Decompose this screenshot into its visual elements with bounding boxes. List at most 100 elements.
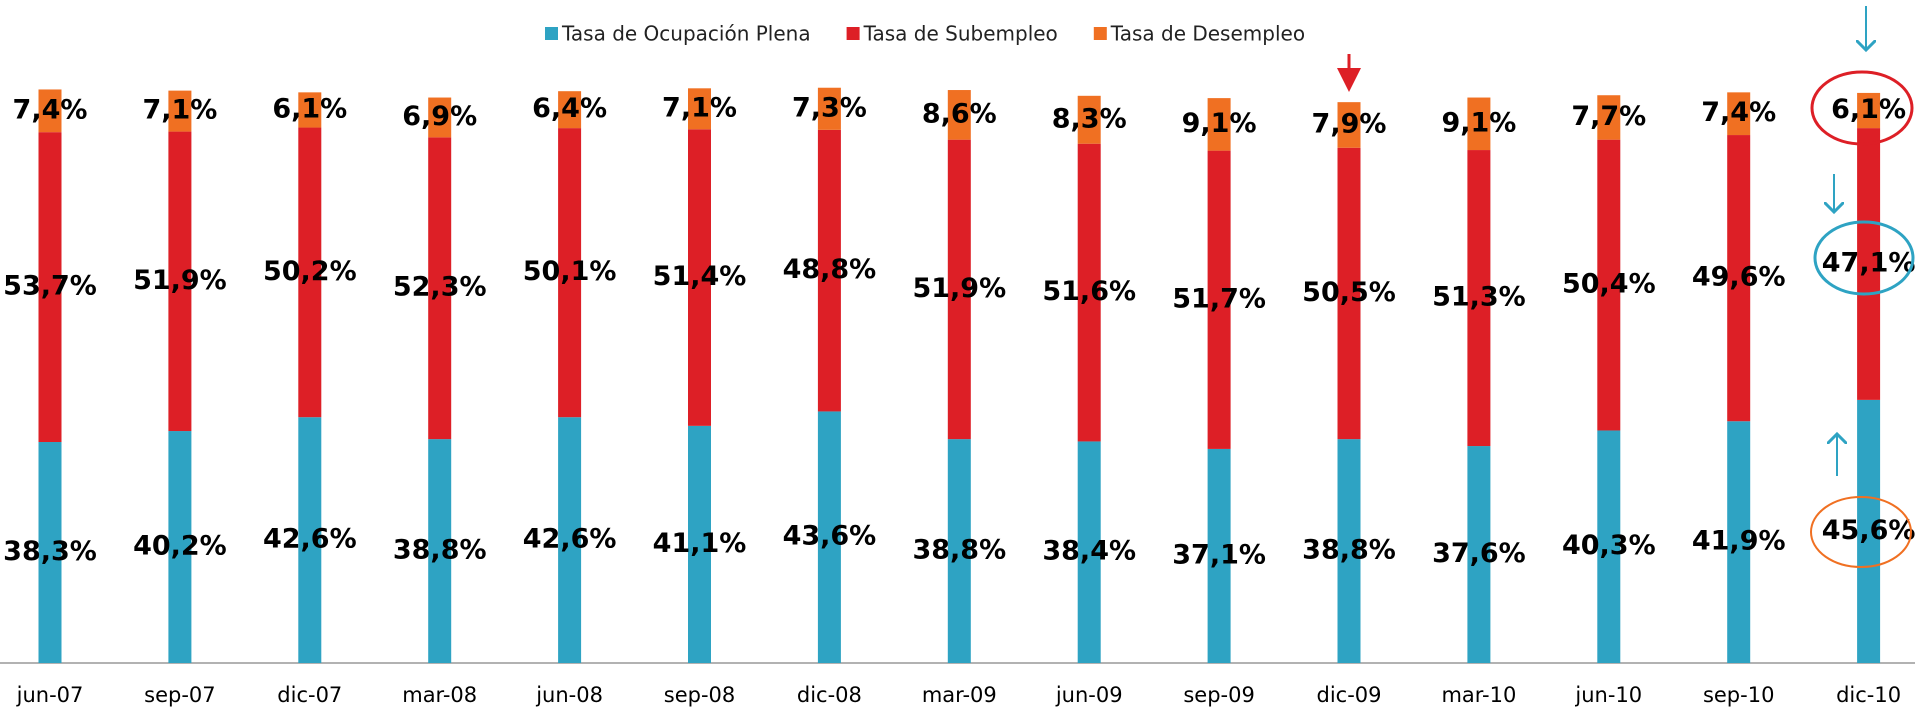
bar-segment [947,139,971,440]
bar-segment [168,90,192,132]
value-label: 9,1% [1182,108,1257,139]
legend-label: Tasa de Desempleo [1110,22,1305,46]
value-label: 38,8% [393,535,487,566]
legend-swatch [846,27,860,40]
value-label: 41,1% [653,528,747,559]
bar-segment [1857,128,1881,400]
value-label: 51,7% [1172,283,1266,314]
value-label: 50,1% [523,256,617,287]
bar-segment [1337,147,1361,440]
value-label: 52,3% [393,272,487,303]
value-label: 43,6% [783,521,877,552]
value-label: 42,6% [263,524,357,555]
bar-segment [1467,150,1491,447]
legend-label: Tasa de Ocupación Plena [561,22,811,46]
value-label: 38,4% [1042,536,1136,567]
bar-segment [428,137,452,440]
annotations [1337,6,1915,568]
bar-segment [688,425,711,663]
value-label: 50,2% [263,256,357,287]
bar-segment [1077,441,1101,663]
bar-segment [947,90,971,140]
value-label: 6,4% [532,93,607,124]
x-tick-label: sep-08 [664,683,736,707]
value-label: 7,4% [1701,97,1776,128]
value-label: 49,6% [1692,262,1786,293]
bar-segment [428,97,452,138]
bar-segment [1467,97,1491,151]
value-label: 8,6% [922,98,997,129]
bar-segment [1597,95,1621,140]
x-tick-label: jun-10 [1574,683,1642,707]
value-label: 7,3% [792,92,867,123]
value-label: 41,9% [1692,526,1786,557]
value-label: 45,6% [1822,515,1915,546]
bar-segment [1857,399,1881,663]
value-label: 37,1% [1172,539,1266,570]
plot: 38,3% 53,7% 7,4% jun-07 40,2% 51,9% 7,1% sep-07… [0,22,1915,707]
x-tick-label: dic-08 [797,683,862,707]
bar-segment [1207,98,1231,151]
bar-segment [1727,92,1751,136]
bar-segment [688,88,711,130]
value-label: 51,3% [1432,282,1526,313]
bar-segment [38,442,62,663]
bar-segment [1597,139,1621,431]
value-label: 40,3% [1562,530,1656,561]
legend-label: Tasa de Subempleo [863,22,1058,46]
bar-segment [1337,102,1361,148]
bar-segment [1207,448,1231,663]
value-label: 7,4% [13,94,88,125]
bar-segment [298,417,322,663]
value-label: 7,1% [142,95,217,126]
bar-segment [298,92,322,128]
x-tick-label: jun-07 [16,683,84,707]
x-tick-label: sep-10 [1703,683,1775,707]
value-label: 51,9% [912,273,1006,304]
legend-swatch [1093,27,1107,40]
bar-segment [1727,421,1751,663]
value-label: 6,1% [272,93,347,124]
bar-segment [1857,92,1881,129]
value-label: 7,7% [1571,101,1646,132]
value-label: 48,8% [783,254,877,285]
bar-segment [1597,430,1621,663]
bar-segment [1077,143,1101,442]
value-label: 38,3% [3,536,97,567]
highlight-ellipse [1813,220,1915,296]
bar-segment [38,132,62,443]
x-tick-label: sep-09 [1183,683,1255,707]
value-label: 47,1% [1822,248,1915,279]
bar-segment [38,89,62,133]
x-tick-label: dic-10 [1836,683,1901,707]
value-label: 9,1% [1441,107,1516,138]
value-label: 37,6% [1432,538,1526,569]
value-label: 7,9% [1312,108,1387,139]
bar-segment [168,131,192,432]
bar-segment [1467,446,1491,663]
bar-segment [558,91,582,129]
value-label: 51,4% [653,261,747,292]
value-label: 50,5% [1302,277,1396,308]
value-label: 51,6% [1042,276,1136,307]
x-tick-label: dic-07 [277,683,342,707]
bar-segment [1337,439,1361,663]
value-label: 53,7% [3,271,97,302]
value-label: 7,1% [662,92,737,123]
value-label: 8,3% [1052,103,1127,134]
bar-segment [1077,95,1101,144]
value-label: 42,6% [523,524,617,555]
bar-segment [688,129,711,426]
value-label: 38,8% [1302,535,1396,566]
bar-segment [1727,135,1751,422]
x-tick-label: jun-08 [535,683,603,707]
x-tick-label: mar-10 [1441,683,1516,707]
bar-segment [817,411,841,663]
bar-segment [298,127,322,418]
bar-segment [558,128,582,418]
highlight-ellipse [1810,70,1914,146]
bar-segment [1207,150,1231,449]
value-label: 6,9% [402,101,477,132]
bar-segment [947,439,971,663]
